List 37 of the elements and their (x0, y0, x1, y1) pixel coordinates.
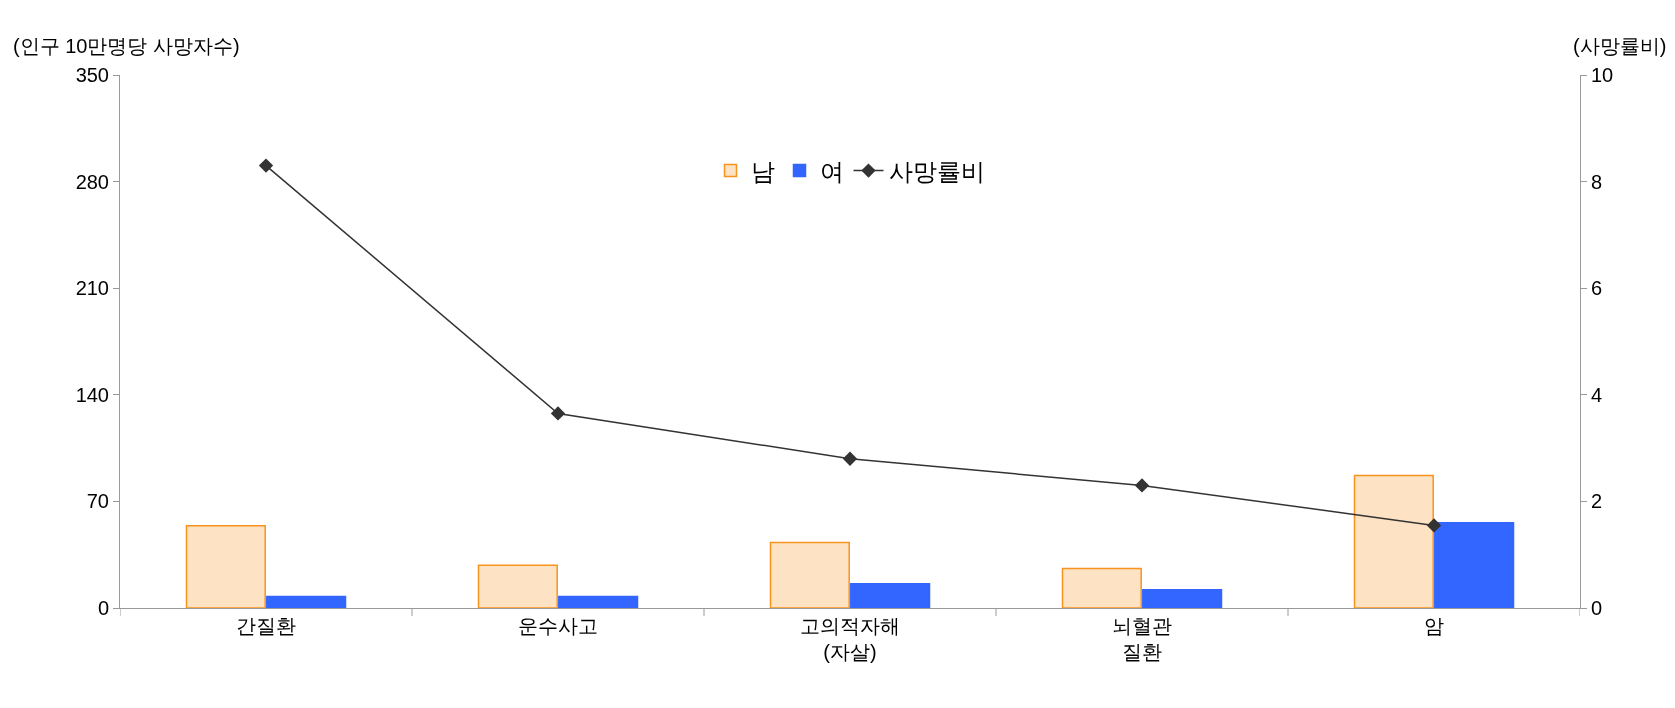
bar (1434, 521, 1515, 608)
x-tick-label: 고의적자해 (자살) (800, 615, 900, 663)
bar (185, 525, 266, 608)
legend-label: 여 (819, 157, 844, 185)
y-tick-label: 350 (75, 64, 109, 86)
y-tick-label: 280 (75, 170, 109, 193)
point (258, 158, 274, 173)
y2-tick-label: 6 (1591, 277, 1603, 300)
y2-tick-label: 2 (1591, 490, 1603, 513)
x-tick-label: 암 (1424, 615, 1444, 637)
x-tick-label: 간질환 (236, 615, 296, 637)
y-tick-label: 0 (97, 597, 109, 619)
point (550, 406, 566, 421)
y2-tick-label: 8 (1591, 170, 1603, 193)
bar (769, 541, 850, 608)
point (1134, 478, 1150, 493)
y2-tick-label: 0 (1591, 597, 1603, 619)
y-tick-label: 70 (86, 490, 109, 513)
bar (1353, 474, 1434, 608)
x-tick-label: 뇌혈관 질환 (1112, 615, 1172, 663)
y2-tick-label: 10 (1591, 64, 1614, 86)
x-tick-label: 운수사고 (518, 615, 598, 637)
bar (266, 595, 347, 608)
y-axis-title: (인구 10만명당 사망자수) (13, 35, 240, 57)
y2-tick-label: 4 (1591, 383, 1603, 406)
y-tick-label: 140 (75, 383, 109, 406)
y2-axis-title: (사망률비) (1573, 35, 1667, 57)
bar (850, 582, 931, 608)
point (842, 451, 858, 466)
bar (1061, 567, 1142, 608)
y-tick-label: 210 (75, 277, 109, 300)
bar (1142, 588, 1223, 608)
bar (558, 595, 639, 608)
legend-label: 남 (750, 157, 775, 185)
point (1426, 518, 1442, 533)
bar (477, 564, 558, 608)
legend-label: 사망률비 (888, 157, 985, 185)
